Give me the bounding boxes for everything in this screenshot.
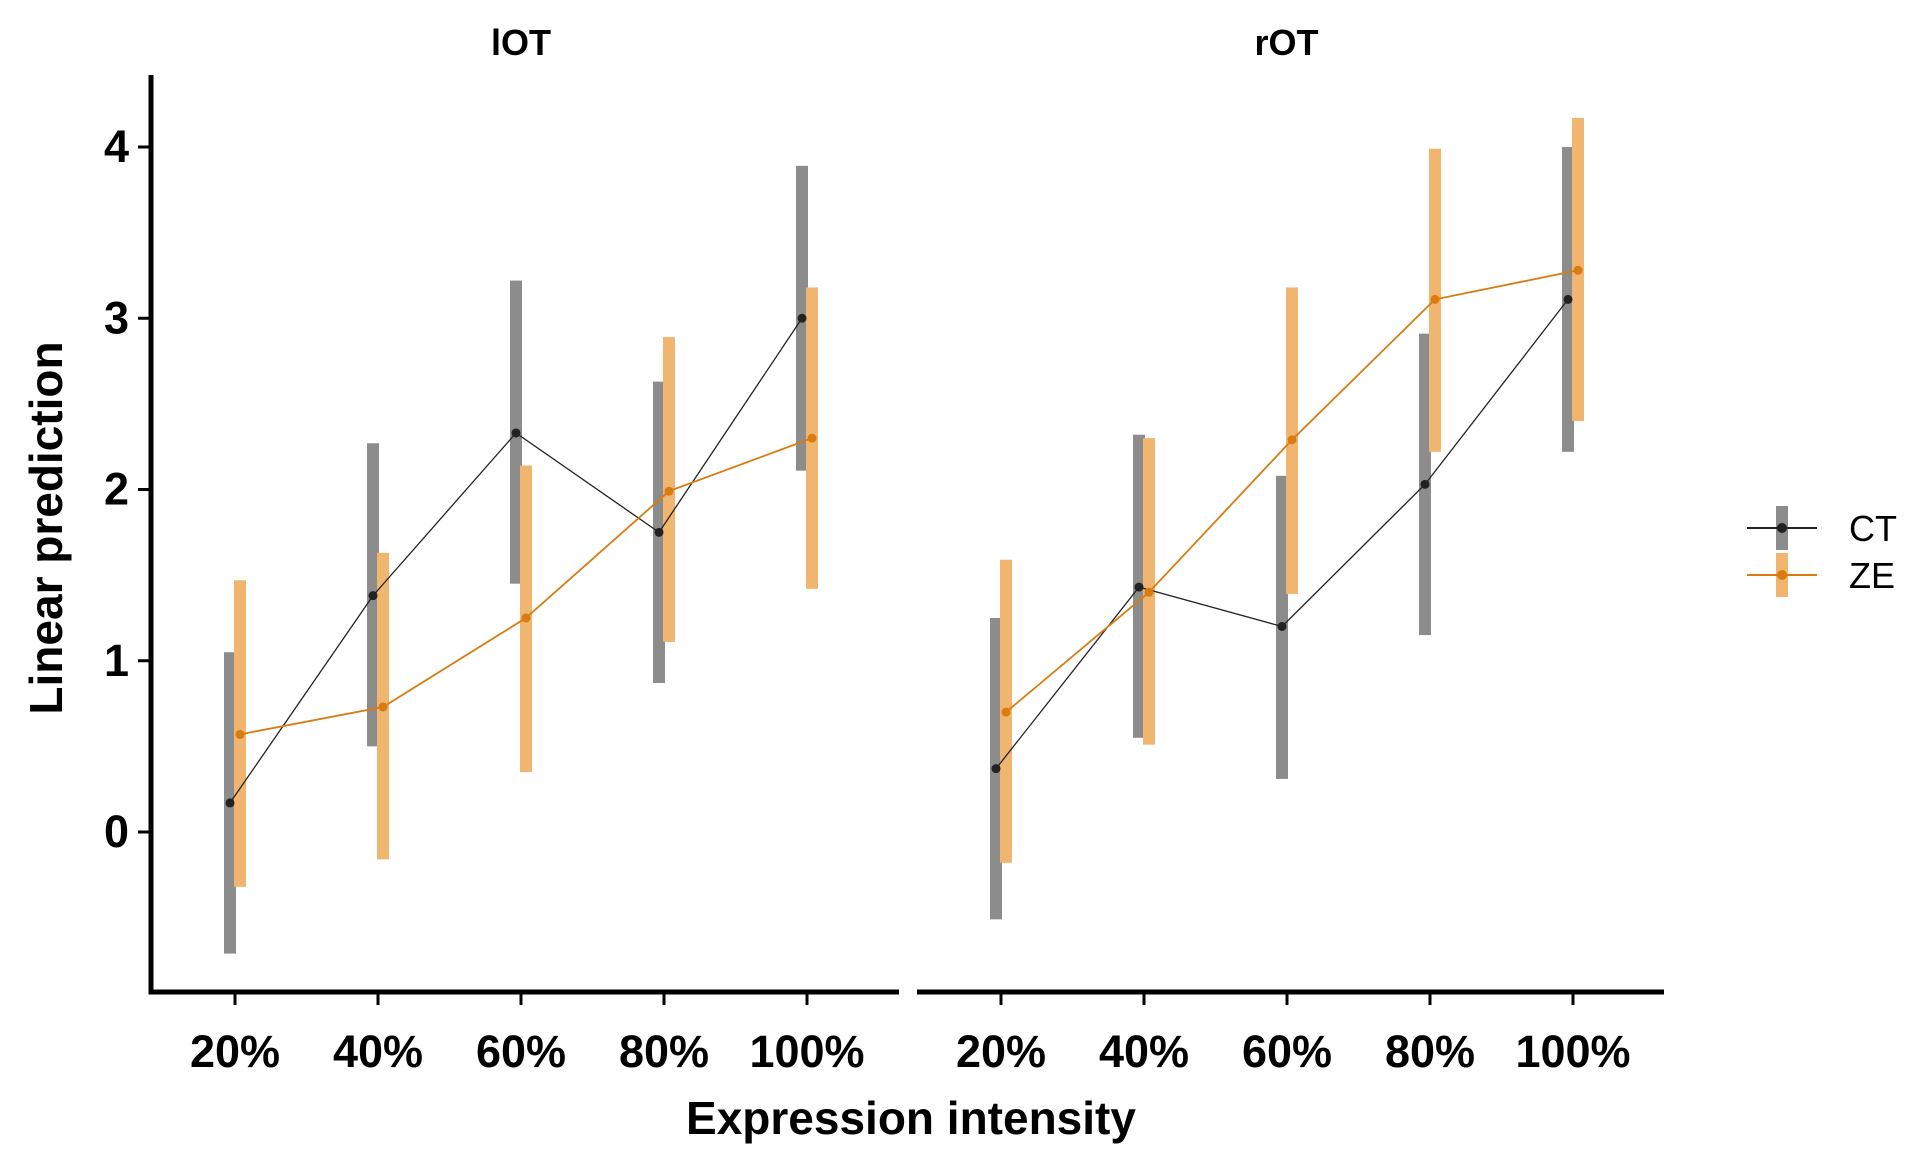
- x-tick-label: 40%: [333, 1026, 423, 1077]
- data-point-ct-3: [511, 428, 521, 438]
- data-point-ct-4: [1420, 479, 1430, 489]
- legend-label: CT: [1849, 508, 1897, 549]
- x-tick-label: 80%: [1385, 1026, 1475, 1077]
- data-point-ct-5: [1563, 294, 1573, 304]
- x-tick-label: 60%: [476, 1026, 566, 1077]
- y-tick-label: 3: [104, 292, 129, 343]
- data-point-ze-3: [521, 613, 531, 623]
- data-point-ze-2: [1144, 587, 1154, 597]
- data-point-ze-1: [1001, 707, 1011, 717]
- data-point-ct-2: [1134, 582, 1144, 592]
- data-point-ze-5: [1573, 265, 1583, 275]
- data-point-ze-4: [1430, 294, 1440, 304]
- panel-2: 20% 40% 60% 80% 100% rOT: [917, 22, 1664, 1077]
- panel-title: lOT: [491, 22, 551, 63]
- data-point-ze-2: [378, 702, 388, 712]
- data-point-ct-4: [654, 527, 664, 537]
- data-point-ze-5: [807, 433, 817, 443]
- x-tick-label: 100%: [749, 1026, 864, 1077]
- data-point-ze-1: [235, 729, 245, 739]
- y-tick-label: 4: [104, 121, 129, 172]
- y-axis-title: Linear prediction: [20, 341, 72, 714]
- data-point-ct-5: [797, 313, 807, 323]
- x-tick-label: 20%: [190, 1026, 280, 1077]
- data-point-ct-1: [991, 764, 1001, 774]
- chart-plot-area: 20% 40% 60% 80% 100% lOT 0 1 2 3 4 20% 40% 60% 80% 100%…: [104, 22, 1897, 1077]
- legend-key-point: [1777, 523, 1787, 533]
- data-point-ct-3: [1277, 622, 1287, 631]
- x-tick-label: 100%: [1515, 1026, 1630, 1077]
- legend-key-point: [1777, 570, 1787, 580]
- x-tick-label: 20%: [956, 1026, 1046, 1077]
- panel-title: rOT: [1254, 22, 1318, 63]
- legend-label: ZE: [1849, 555, 1895, 596]
- y-tick-label: 1: [104, 635, 129, 686]
- data-point-ct-2: [368, 591, 378, 601]
- x-tick-label: 60%: [1242, 1026, 1332, 1077]
- legend-item-ct: CT: [1747, 506, 1897, 550]
- legend-item-ze: ZE: [1747, 553, 1895, 597]
- data-point-ze-4: [664, 486, 674, 496]
- data-point-ct-1: [225, 798, 235, 808]
- legend: CT ZE: [1747, 506, 1897, 597]
- x-tick-label: 40%: [1099, 1026, 1189, 1077]
- y-tick-label: 0: [104, 806, 129, 857]
- data-point-ze-3: [1287, 435, 1297, 445]
- x-axis-title: Expression intensity: [686, 1092, 1136, 1144]
- x-tick-label: 80%: [619, 1026, 709, 1077]
- y-tick-label: 2: [104, 464, 129, 515]
- panel-1: 20% 40% 60% 80% 100% lOT 0 1 2 3 4: [104, 22, 899, 1077]
